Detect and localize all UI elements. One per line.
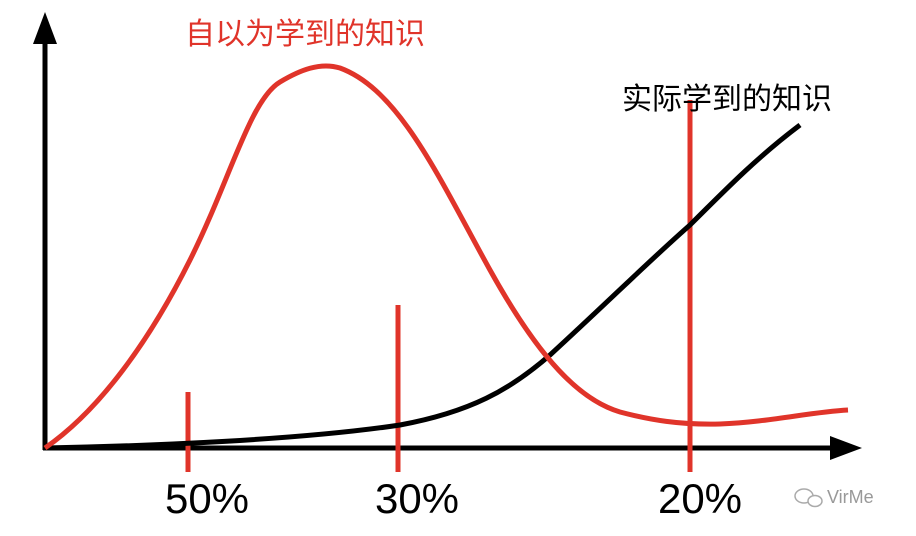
marker-label: 50% bbox=[165, 475, 249, 522]
watermark: VirMe bbox=[827, 487, 874, 507]
perceived-curve bbox=[43, 63, 849, 451]
y-axis-arrow bbox=[33, 12, 57, 44]
x-axis-arrow bbox=[830, 436, 862, 460]
marker-label: 30% bbox=[375, 475, 459, 522]
actual-label: 实际学到的知识 bbox=[622, 83, 832, 116]
watermark-icon bbox=[794, 488, 823, 508]
perceived-label: 自以为学到的知识 bbox=[185, 18, 425, 51]
actual-curve bbox=[44, 123, 802, 451]
marker-label: 20% bbox=[658, 475, 742, 522]
